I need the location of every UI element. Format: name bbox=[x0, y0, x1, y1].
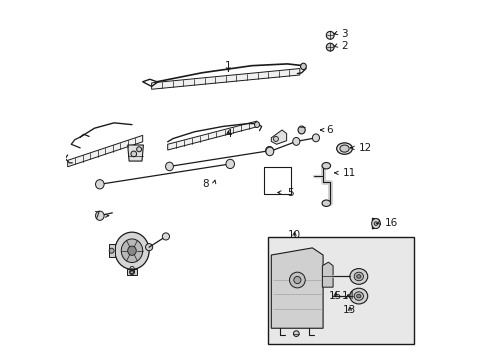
Ellipse shape bbox=[165, 162, 173, 171]
Ellipse shape bbox=[322, 162, 330, 169]
Polygon shape bbox=[127, 145, 143, 161]
Ellipse shape bbox=[353, 292, 363, 300]
Polygon shape bbox=[322, 262, 332, 287]
Ellipse shape bbox=[136, 147, 142, 152]
Ellipse shape bbox=[225, 159, 234, 168]
Ellipse shape bbox=[95, 211, 104, 220]
Ellipse shape bbox=[145, 244, 152, 251]
Text: 6: 6 bbox=[326, 125, 333, 135]
Text: 4: 4 bbox=[224, 129, 231, 139]
Ellipse shape bbox=[265, 147, 273, 155]
Ellipse shape bbox=[109, 248, 114, 253]
Text: 7: 7 bbox=[93, 211, 100, 221]
Ellipse shape bbox=[162, 233, 169, 240]
Text: 9: 9 bbox=[128, 266, 135, 276]
Text: 10: 10 bbox=[287, 230, 301, 240]
Ellipse shape bbox=[349, 288, 367, 304]
Bar bbox=[267, 237, 413, 344]
Polygon shape bbox=[151, 68, 299, 89]
Ellipse shape bbox=[293, 276, 300, 284]
Ellipse shape bbox=[121, 239, 142, 262]
Ellipse shape bbox=[353, 272, 363, 281]
Polygon shape bbox=[67, 135, 142, 167]
Ellipse shape bbox=[127, 246, 136, 255]
Polygon shape bbox=[372, 218, 380, 229]
Text: 12: 12 bbox=[358, 143, 371, 153]
Ellipse shape bbox=[273, 136, 278, 141]
Text: 5: 5 bbox=[287, 188, 293, 198]
Text: 8: 8 bbox=[202, 179, 208, 189]
Ellipse shape bbox=[131, 151, 136, 157]
Ellipse shape bbox=[325, 43, 333, 51]
Ellipse shape bbox=[356, 294, 360, 298]
Ellipse shape bbox=[115, 232, 149, 269]
Ellipse shape bbox=[373, 222, 377, 225]
Polygon shape bbox=[271, 248, 323, 328]
Ellipse shape bbox=[292, 138, 299, 145]
Ellipse shape bbox=[300, 63, 305, 69]
Text: 11: 11 bbox=[342, 168, 355, 178]
Text: 14: 14 bbox=[341, 291, 354, 301]
Polygon shape bbox=[271, 130, 286, 144]
Text: 13: 13 bbox=[343, 305, 356, 315]
Polygon shape bbox=[108, 244, 115, 257]
Polygon shape bbox=[167, 121, 257, 150]
Ellipse shape bbox=[254, 122, 259, 127]
Ellipse shape bbox=[129, 270, 134, 275]
Ellipse shape bbox=[265, 147, 273, 156]
Ellipse shape bbox=[339, 145, 348, 152]
Text: 1: 1 bbox=[224, 61, 231, 71]
Ellipse shape bbox=[349, 269, 367, 284]
Ellipse shape bbox=[298, 126, 305, 134]
Ellipse shape bbox=[95, 180, 104, 189]
Ellipse shape bbox=[322, 200, 330, 206]
Ellipse shape bbox=[293, 331, 299, 337]
Polygon shape bbox=[126, 269, 137, 275]
Text: 3: 3 bbox=[340, 28, 347, 39]
Text: 15: 15 bbox=[328, 291, 342, 301]
Ellipse shape bbox=[289, 272, 305, 288]
Ellipse shape bbox=[336, 143, 352, 154]
Ellipse shape bbox=[371, 219, 380, 229]
Text: 16: 16 bbox=[384, 218, 397, 228]
Ellipse shape bbox=[356, 275, 360, 278]
Text: 2: 2 bbox=[340, 41, 347, 51]
Ellipse shape bbox=[325, 31, 333, 39]
Ellipse shape bbox=[312, 134, 319, 142]
